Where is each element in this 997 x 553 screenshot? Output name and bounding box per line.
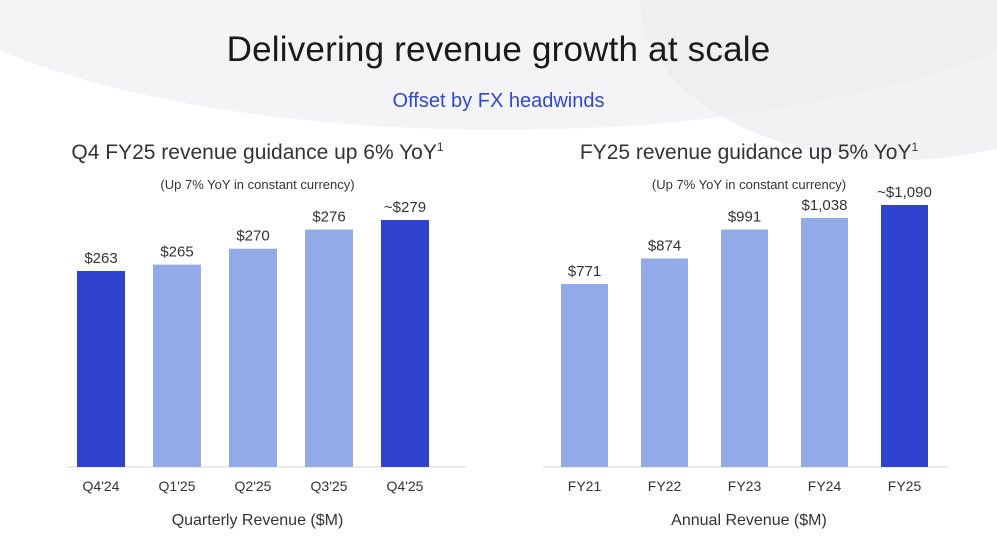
x-axis-title: Annual Revenue ($M): [671, 512, 827, 529]
data-label: $276: [312, 209, 345, 226]
bar: [881, 205, 928, 467]
data-label: ~$279: [384, 199, 426, 216]
x-tick-label: FY21: [568, 478, 602, 494]
slide-title: Delivering revenue growth at scale: [226, 30, 771, 69]
bar: [77, 271, 125, 467]
chart-title: FY25 revenue guidance up 5% YoY1: [579, 140, 919, 164]
data-label: $263: [84, 250, 117, 267]
x-tick-label: Q2'25: [235, 478, 272, 494]
data-label: $265: [160, 244, 193, 261]
x-axis-title: Quarterly Revenue ($M): [171, 512, 344, 529]
bar: [721, 229, 768, 467]
chart-title: Q4 FY25 revenue guidance up 6% YoY1: [71, 140, 444, 164]
annual-chart-panel: FY25 revenue guidance up 5% YoY1 (Up 7% …: [528, 130, 970, 540]
bar: [305, 229, 353, 467]
chart-subtitle: (Up 7% YoY in constant currency): [651, 177, 847, 192]
slide-subtitle: Offset by FX headwinds: [392, 90, 605, 112]
x-tick-label: Q3'25: [311, 478, 348, 494]
chart-subtitle: (Up 7% YoY in constant currency): [160, 177, 355, 192]
bar: [153, 264, 201, 467]
annual-bar-chart: $771 FY21 $874 FY22 $991 FY23 $1,038 FY24 ~$1,09…: [543, 184, 948, 494]
x-tick-label: FY22: [648, 478, 682, 494]
x-tick-label: FY23: [728, 478, 762, 494]
x-tick-label: Q4'25: [387, 478, 424, 494]
bar: [641, 258, 688, 467]
data-label: $874: [648, 237, 681, 254]
bar: [801, 217, 848, 467]
x-tick-label: FY25: [888, 478, 922, 494]
data-label: $1,038: [802, 197, 848, 214]
data-label: $771: [568, 263, 601, 280]
data-label: $270: [236, 228, 269, 245]
bar: [229, 248, 277, 467]
quarterly-chart-panel: Q4 FY25 revenue guidance up 6% YoY1 (Up …: [40, 130, 475, 540]
bar: [381, 220, 429, 467]
quarterly-bar-chart: $263 Q4'24 $265 Q1'25 $270 Q2'25 $276 Q3'25 ~$27…: [67, 199, 466, 494]
bar: [561, 284, 608, 467]
x-tick-label: Q4'24: [83, 478, 120, 494]
data-label: $991: [728, 209, 761, 226]
x-tick-label: FY24: [808, 478, 842, 494]
x-tick-label: Q1'25: [159, 478, 196, 494]
data-label: ~$1,090: [877, 184, 932, 201]
